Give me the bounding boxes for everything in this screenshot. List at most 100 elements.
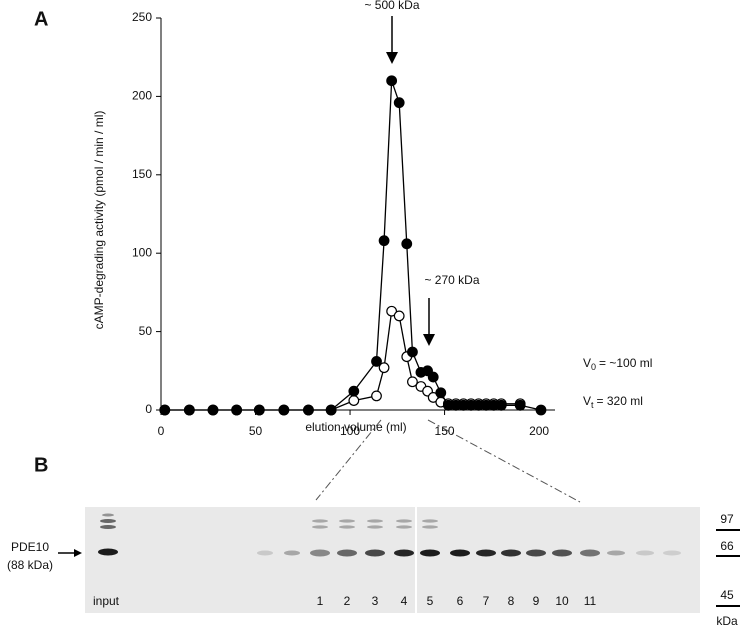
arrow-head — [386, 52, 398, 64]
data-point — [371, 355, 382, 367]
data-point — [325, 404, 337, 416]
band — [102, 513, 114, 517]
band — [367, 519, 383, 523]
data-point — [495, 399, 507, 411]
data-point — [253, 404, 265, 416]
vt-sub: t — [591, 400, 594, 410]
y-tick-label: 250 — [132, 10, 152, 24]
data-point — [207, 404, 219, 416]
zoom-line — [315, 419, 382, 501]
lane-label: 8 — [508, 594, 515, 608]
band — [636, 550, 654, 556]
band — [367, 525, 383, 529]
data-point — [407, 346, 418, 358]
data-point — [278, 404, 290, 416]
arrow-head — [423, 334, 435, 346]
data-point — [393, 310, 405, 322]
band — [663, 550, 681, 556]
band — [394, 549, 414, 557]
lane-label: 2 — [344, 594, 351, 608]
band — [100, 519, 116, 523]
band — [365, 549, 385, 557]
band — [257, 550, 273, 556]
band — [420, 549, 440, 557]
y-tick-label: 200 — [132, 89, 152, 103]
lane-label: 5 — [427, 594, 434, 608]
v0-text: = ~100 ml — [599, 356, 652, 370]
band — [339, 519, 355, 523]
band — [310, 549, 330, 557]
y-tick-label: 0 — [145, 402, 152, 416]
x-tick-label: 200 — [529, 424, 549, 438]
zoom-line — [427, 419, 581, 503]
annotation: ~ 270 kDa — [424, 273, 479, 287]
data-point — [401, 238, 413, 250]
v0-symbol: V — [583, 356, 591, 370]
bands — [98, 513, 681, 557]
data-point — [231, 404, 243, 416]
input-label: input — [93, 594, 120, 608]
band — [396, 519, 412, 523]
band — [580, 549, 600, 557]
vt-label: Vt = 320 ml — [583, 394, 643, 410]
marker-label: 45 — [720, 588, 734, 602]
lane-label: 9 — [533, 594, 540, 608]
data-point — [378, 362, 390, 374]
protein-label: PDE10 — [11, 540, 49, 554]
y-tick-label: 100 — [132, 245, 152, 259]
panel-label: B — [34, 454, 48, 476]
data-point — [386, 305, 398, 317]
x-tick-label: 50 — [249, 424, 263, 438]
lane-label: 6 — [457, 594, 464, 608]
lane-label: 11 — [584, 594, 597, 608]
marker-unit: kDa — [716, 614, 738, 628]
series-line — [164, 80, 542, 411]
x-tick-label: 150 — [435, 424, 455, 438]
data-point — [378, 235, 390, 247]
arrow-head — [74, 549, 82, 557]
protein-size: (88 kDa) — [7, 558, 53, 572]
x-tick-label: 0 — [158, 424, 165, 438]
band — [284, 550, 300, 556]
data-point — [427, 371, 439, 383]
y-tick-label: 50 — [139, 324, 153, 338]
v0-sub: 0 — [591, 362, 596, 372]
series-line — [164, 310, 521, 411]
marker-label: 66 — [720, 539, 734, 553]
data-point — [348, 395, 360, 406]
data-point — [435, 387, 447, 399]
blot-membrane — [85, 507, 700, 613]
data-point — [159, 404, 171, 416]
band — [396, 525, 412, 529]
band — [552, 549, 572, 557]
lane-label: 7 — [483, 594, 490, 608]
lane-label: 3 — [372, 594, 379, 608]
band — [312, 519, 328, 523]
band — [312, 525, 328, 529]
lane-label: 1 — [317, 594, 324, 608]
data-point — [407, 376, 418, 388]
band — [526, 549, 546, 557]
data-point — [348, 385, 360, 397]
y-axis-label: cAMP-degrading activity (pmol / min / ml… — [92, 111, 106, 330]
lane-label: 4 — [401, 594, 408, 608]
band — [607, 550, 625, 556]
panel-label: A — [34, 8, 48, 30]
data-point — [514, 399, 526, 411]
band — [501, 549, 521, 557]
data-point — [183, 404, 195, 416]
data-point — [303, 404, 314, 416]
band — [422, 525, 438, 529]
lane-label: 10 — [555, 594, 569, 608]
band — [476, 549, 496, 557]
band — [98, 548, 118, 556]
x-tick-label: 100 — [340, 424, 360, 438]
band — [450, 549, 470, 557]
data-point — [427, 392, 439, 403]
annotation: ~ 500 kDa — [364, 0, 419, 12]
y-tick-label: 150 — [132, 167, 152, 181]
band — [422, 519, 438, 523]
data-point — [535, 404, 547, 416]
data-point — [393, 97, 405, 109]
